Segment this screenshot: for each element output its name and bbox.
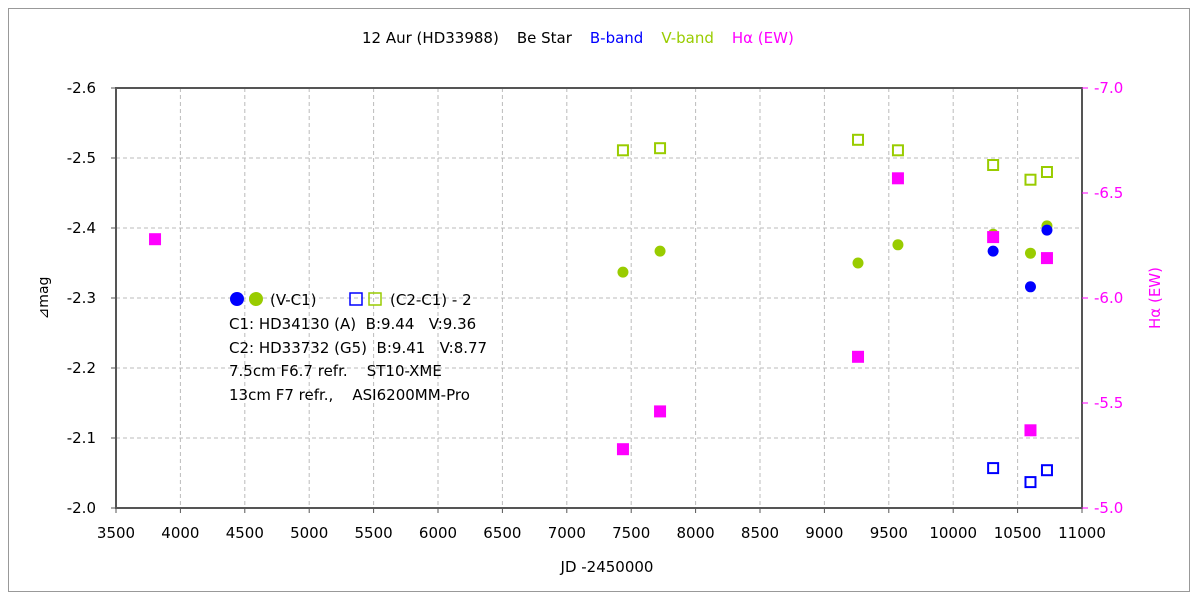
legend-note: 7.5cm F6.7 refr. ST10-XME bbox=[229, 362, 442, 380]
x-tick-label: 3500 bbox=[97, 524, 135, 542]
title-part: 12 Aur (HD33988) bbox=[362, 29, 499, 47]
data-point-halpha bbox=[987, 231, 1000, 244]
y2-axis-label: Hα (EW) bbox=[1146, 267, 1164, 329]
data-point-v_vc1 bbox=[654, 245, 666, 257]
legend-marker-v-c2c1 bbox=[368, 292, 382, 306]
data-point-v_vc1 bbox=[617, 266, 629, 278]
legend-marker-v-vc1 bbox=[249, 292, 263, 306]
title-part: Hα (EW) bbox=[732, 29, 794, 47]
x-axis-label: JD -2450000 bbox=[560, 558, 654, 576]
data-point-halpha bbox=[891, 172, 904, 185]
data-marks bbox=[149, 133, 1053, 489]
y-tick-label: -2.2 bbox=[67, 359, 96, 377]
y-tick-label: -2.0 bbox=[67, 499, 96, 517]
x-tick-label: 6000 bbox=[419, 524, 457, 542]
data-point-b_c2c1 bbox=[987, 462, 1000, 475]
y-tick-label: -2.3 bbox=[67, 289, 96, 307]
data-point-v_vc1 bbox=[892, 239, 904, 251]
x-tick-label: 5500 bbox=[355, 524, 393, 542]
y-tick-label: -2.4 bbox=[67, 219, 96, 237]
y-tick-label: -2.6 bbox=[67, 79, 96, 97]
data-point-v_c2c1 bbox=[654, 142, 667, 155]
chart-title: 12 Aur (HD33988) Be Star B-band V-band Hα (E… bbox=[362, 29, 794, 47]
y2-tick-label: -7.0 bbox=[1094, 79, 1123, 97]
y2-tick-label: -5.0 bbox=[1094, 499, 1123, 517]
data-point-halpha bbox=[654, 405, 667, 418]
x-tick-label: 8000 bbox=[677, 524, 715, 542]
data-point-v_c2c1 bbox=[891, 144, 904, 157]
y-axis-label: ⊿mag bbox=[36, 277, 52, 320]
data-point-b_c2c1 bbox=[1024, 476, 1037, 489]
data-point-halpha bbox=[149, 233, 162, 246]
data-point-b_vc1 bbox=[1024, 281, 1036, 293]
legend-marker-b-vc1 bbox=[230, 292, 244, 306]
data-point-v_c2c1 bbox=[616, 144, 629, 157]
data-point-v_c2c1 bbox=[852, 133, 865, 146]
title-part: B-band bbox=[590, 29, 643, 47]
data-point-halpha bbox=[616, 443, 629, 456]
x-tick-label: 9500 bbox=[870, 524, 908, 542]
data-point-halpha bbox=[1040, 252, 1053, 265]
grid bbox=[116, 88, 1082, 508]
axis-ticks: 3500 4000 4500 5000 5500 6000 6500 7000 7500 8000… bbox=[67, 79, 1124, 542]
x-tick-label: 4000 bbox=[161, 524, 199, 542]
x-tick-label: 4500 bbox=[226, 524, 264, 542]
data-point-halpha bbox=[852, 350, 865, 363]
data-point-halpha bbox=[1024, 424, 1037, 437]
data-point-v_c2c1 bbox=[1024, 173, 1037, 186]
legend-note: C2: HD33732 (G5) B:9.41 V:8.77 bbox=[229, 339, 487, 357]
data-point-v_c2c1 bbox=[1040, 166, 1053, 178]
data-point-v_vc1 bbox=[852, 257, 864, 269]
x-tick-label: 7000 bbox=[548, 524, 586, 542]
legend: (V-C1) (C2-C1) - 2 C1: HD34130 (A) B:9.4… bbox=[229, 291, 487, 404]
x-tick-label: 6500 bbox=[483, 524, 521, 542]
x-tick-label: 5000 bbox=[290, 524, 328, 542]
x-tick-label: 11000 bbox=[1058, 524, 1106, 542]
legend-label-vc1: (V-C1) bbox=[270, 291, 317, 309]
data-point-v_c2c1 bbox=[987, 159, 1000, 171]
y-tick-label: -2.1 bbox=[67, 429, 96, 447]
chart-frame bbox=[8, 8, 1190, 592]
title-part: Be Star bbox=[517, 29, 573, 47]
data-point-v_vc1 bbox=[1024, 247, 1036, 259]
y2-tick-label: -6.5 bbox=[1094, 184, 1123, 202]
y-tick-label: -2.5 bbox=[67, 149, 96, 167]
x-tick-label: 7500 bbox=[612, 524, 650, 542]
y2-tick-label: -5.5 bbox=[1094, 394, 1123, 412]
title-part: V-band bbox=[661, 29, 714, 47]
x-tick-label: 10000 bbox=[929, 524, 977, 542]
legend-marker-b-c2c1 bbox=[349, 292, 363, 306]
x-tick-label: 9000 bbox=[805, 524, 843, 542]
data-point-b_c2c1 bbox=[1040, 464, 1053, 477]
legend-note: C1: HD34130 (A) B:9.44 V:9.36 bbox=[229, 315, 476, 333]
y2-tick-label: -6.0 bbox=[1094, 289, 1123, 307]
data-point-b_vc1 bbox=[987, 245, 999, 257]
legend-note: 13cm F7 refr., ASI6200MM-Pro bbox=[229, 386, 470, 404]
data-point-b_vc1 bbox=[1041, 224, 1053, 236]
x-tick-label: 8500 bbox=[741, 524, 779, 542]
legend-label-c2c1: (C2-C1) - 2 bbox=[390, 291, 472, 309]
x-tick-label: 10500 bbox=[994, 524, 1042, 542]
